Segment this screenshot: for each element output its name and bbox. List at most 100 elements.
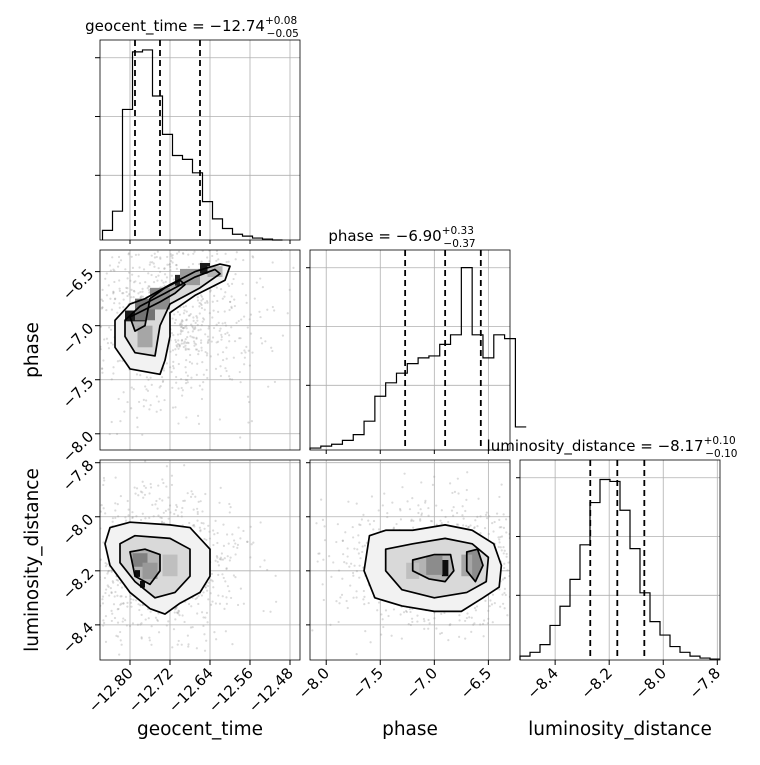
sample-point <box>491 621 494 624</box>
sample-point <box>190 490 193 493</box>
sample-point <box>251 351 254 354</box>
sample-point <box>211 600 214 603</box>
sample-point <box>83 206 85 208</box>
sample-point <box>148 408 151 411</box>
sample-point <box>352 596 355 599</box>
sample-point <box>529 585 531 587</box>
sample-point <box>220 335 223 339</box>
sample-point <box>488 515 491 518</box>
sample-point <box>97 593 99 595</box>
sample-point <box>100 325 103 328</box>
sample-point <box>346 293 348 295</box>
sample-point <box>211 300 214 303</box>
sample-point <box>455 523 459 526</box>
sample-point <box>145 399 148 402</box>
sample-point <box>536 607 538 609</box>
sample-point <box>160 516 163 520</box>
sample-point <box>522 514 524 516</box>
sample-point <box>180 515 183 518</box>
sample-point <box>560 543 562 545</box>
sample-point <box>183 219 185 221</box>
sample-point <box>464 509 467 513</box>
sample-point <box>220 558 223 561</box>
sample-point <box>139 442 141 444</box>
sample-point <box>177 610 181 613</box>
sample-point <box>546 554 548 556</box>
sample-point <box>140 637 143 640</box>
sample-point <box>54 587 56 589</box>
sample-point <box>224 332 227 336</box>
sample-point <box>217 594 220 597</box>
sample-point <box>452 514 455 517</box>
sample-point <box>321 583 324 586</box>
panel-frame <box>99 459 301 661</box>
sample-point <box>115 432 119 436</box>
sample-point <box>504 518 508 521</box>
sample-point <box>134 244 136 246</box>
sample-point <box>195 314 198 318</box>
sample-point <box>215 250 219 253</box>
sample-point <box>510 557 512 559</box>
sample-point <box>168 504 172 507</box>
sample-point <box>450 509 454 512</box>
sample-point <box>176 643 179 646</box>
sample-point <box>111 517 115 520</box>
sample-point <box>211 336 215 339</box>
sample-point <box>318 552 321 555</box>
sample-point <box>195 373 198 376</box>
panel-title-luminosity_distance: luminosity_distance = −8.17+0.10 −0.10 <box>487 435 738 460</box>
sample-point <box>202 373 205 376</box>
sample-point <box>168 263 171 266</box>
sample-point <box>461 505 464 508</box>
sample-point <box>320 498 323 501</box>
sample-point <box>428 622 431 625</box>
sample-point <box>201 297 205 301</box>
sample-point <box>140 295 143 298</box>
sample-point <box>200 303 203 307</box>
sample-point <box>468 616 471 619</box>
sample-point <box>182 345 185 349</box>
sample-point <box>97 603 99 605</box>
sample-point <box>210 579 213 582</box>
sample-point <box>112 292 115 295</box>
sample-point <box>82 223 84 225</box>
sample-point <box>423 627 426 630</box>
sample-point <box>503 607 506 610</box>
sample-point <box>410 617 414 620</box>
sample-point <box>141 433 144 436</box>
sample-point <box>249 332 253 335</box>
sample-point <box>100 325 102 328</box>
sample-point <box>108 264 112 267</box>
sample-point <box>235 321 238 324</box>
sample-point <box>184 338 187 341</box>
sample-point <box>195 336 198 339</box>
sample-point <box>219 365 222 368</box>
sample-point <box>499 546 502 549</box>
sample-point <box>64 546 66 548</box>
sample-point <box>126 277 129 280</box>
sample-point <box>101 288 104 291</box>
sample-point <box>244 351 247 354</box>
sample-point <box>424 501 427 504</box>
sample-point <box>175 611 179 614</box>
sample-point <box>124 595 128 598</box>
sample-point <box>88 542 90 544</box>
sample-point <box>180 330 183 333</box>
sample-point <box>169 265 172 268</box>
contour-line-2 <box>411 553 455 583</box>
sample-point <box>180 319 184 322</box>
sample-point <box>502 602 505 605</box>
sample-point <box>470 630 473 633</box>
sample-point <box>199 328 202 331</box>
sample-point <box>387 614 390 618</box>
sample-point <box>112 366 115 369</box>
sample-point <box>391 501 394 504</box>
sample-point <box>485 511 488 514</box>
sample-point <box>157 514 160 517</box>
sample-point <box>250 419 254 423</box>
sample-point <box>330 575 333 578</box>
sample-point <box>346 547 349 550</box>
sample-point <box>142 405 145 408</box>
sample-point <box>137 275 140 278</box>
sample-point <box>202 381 205 384</box>
